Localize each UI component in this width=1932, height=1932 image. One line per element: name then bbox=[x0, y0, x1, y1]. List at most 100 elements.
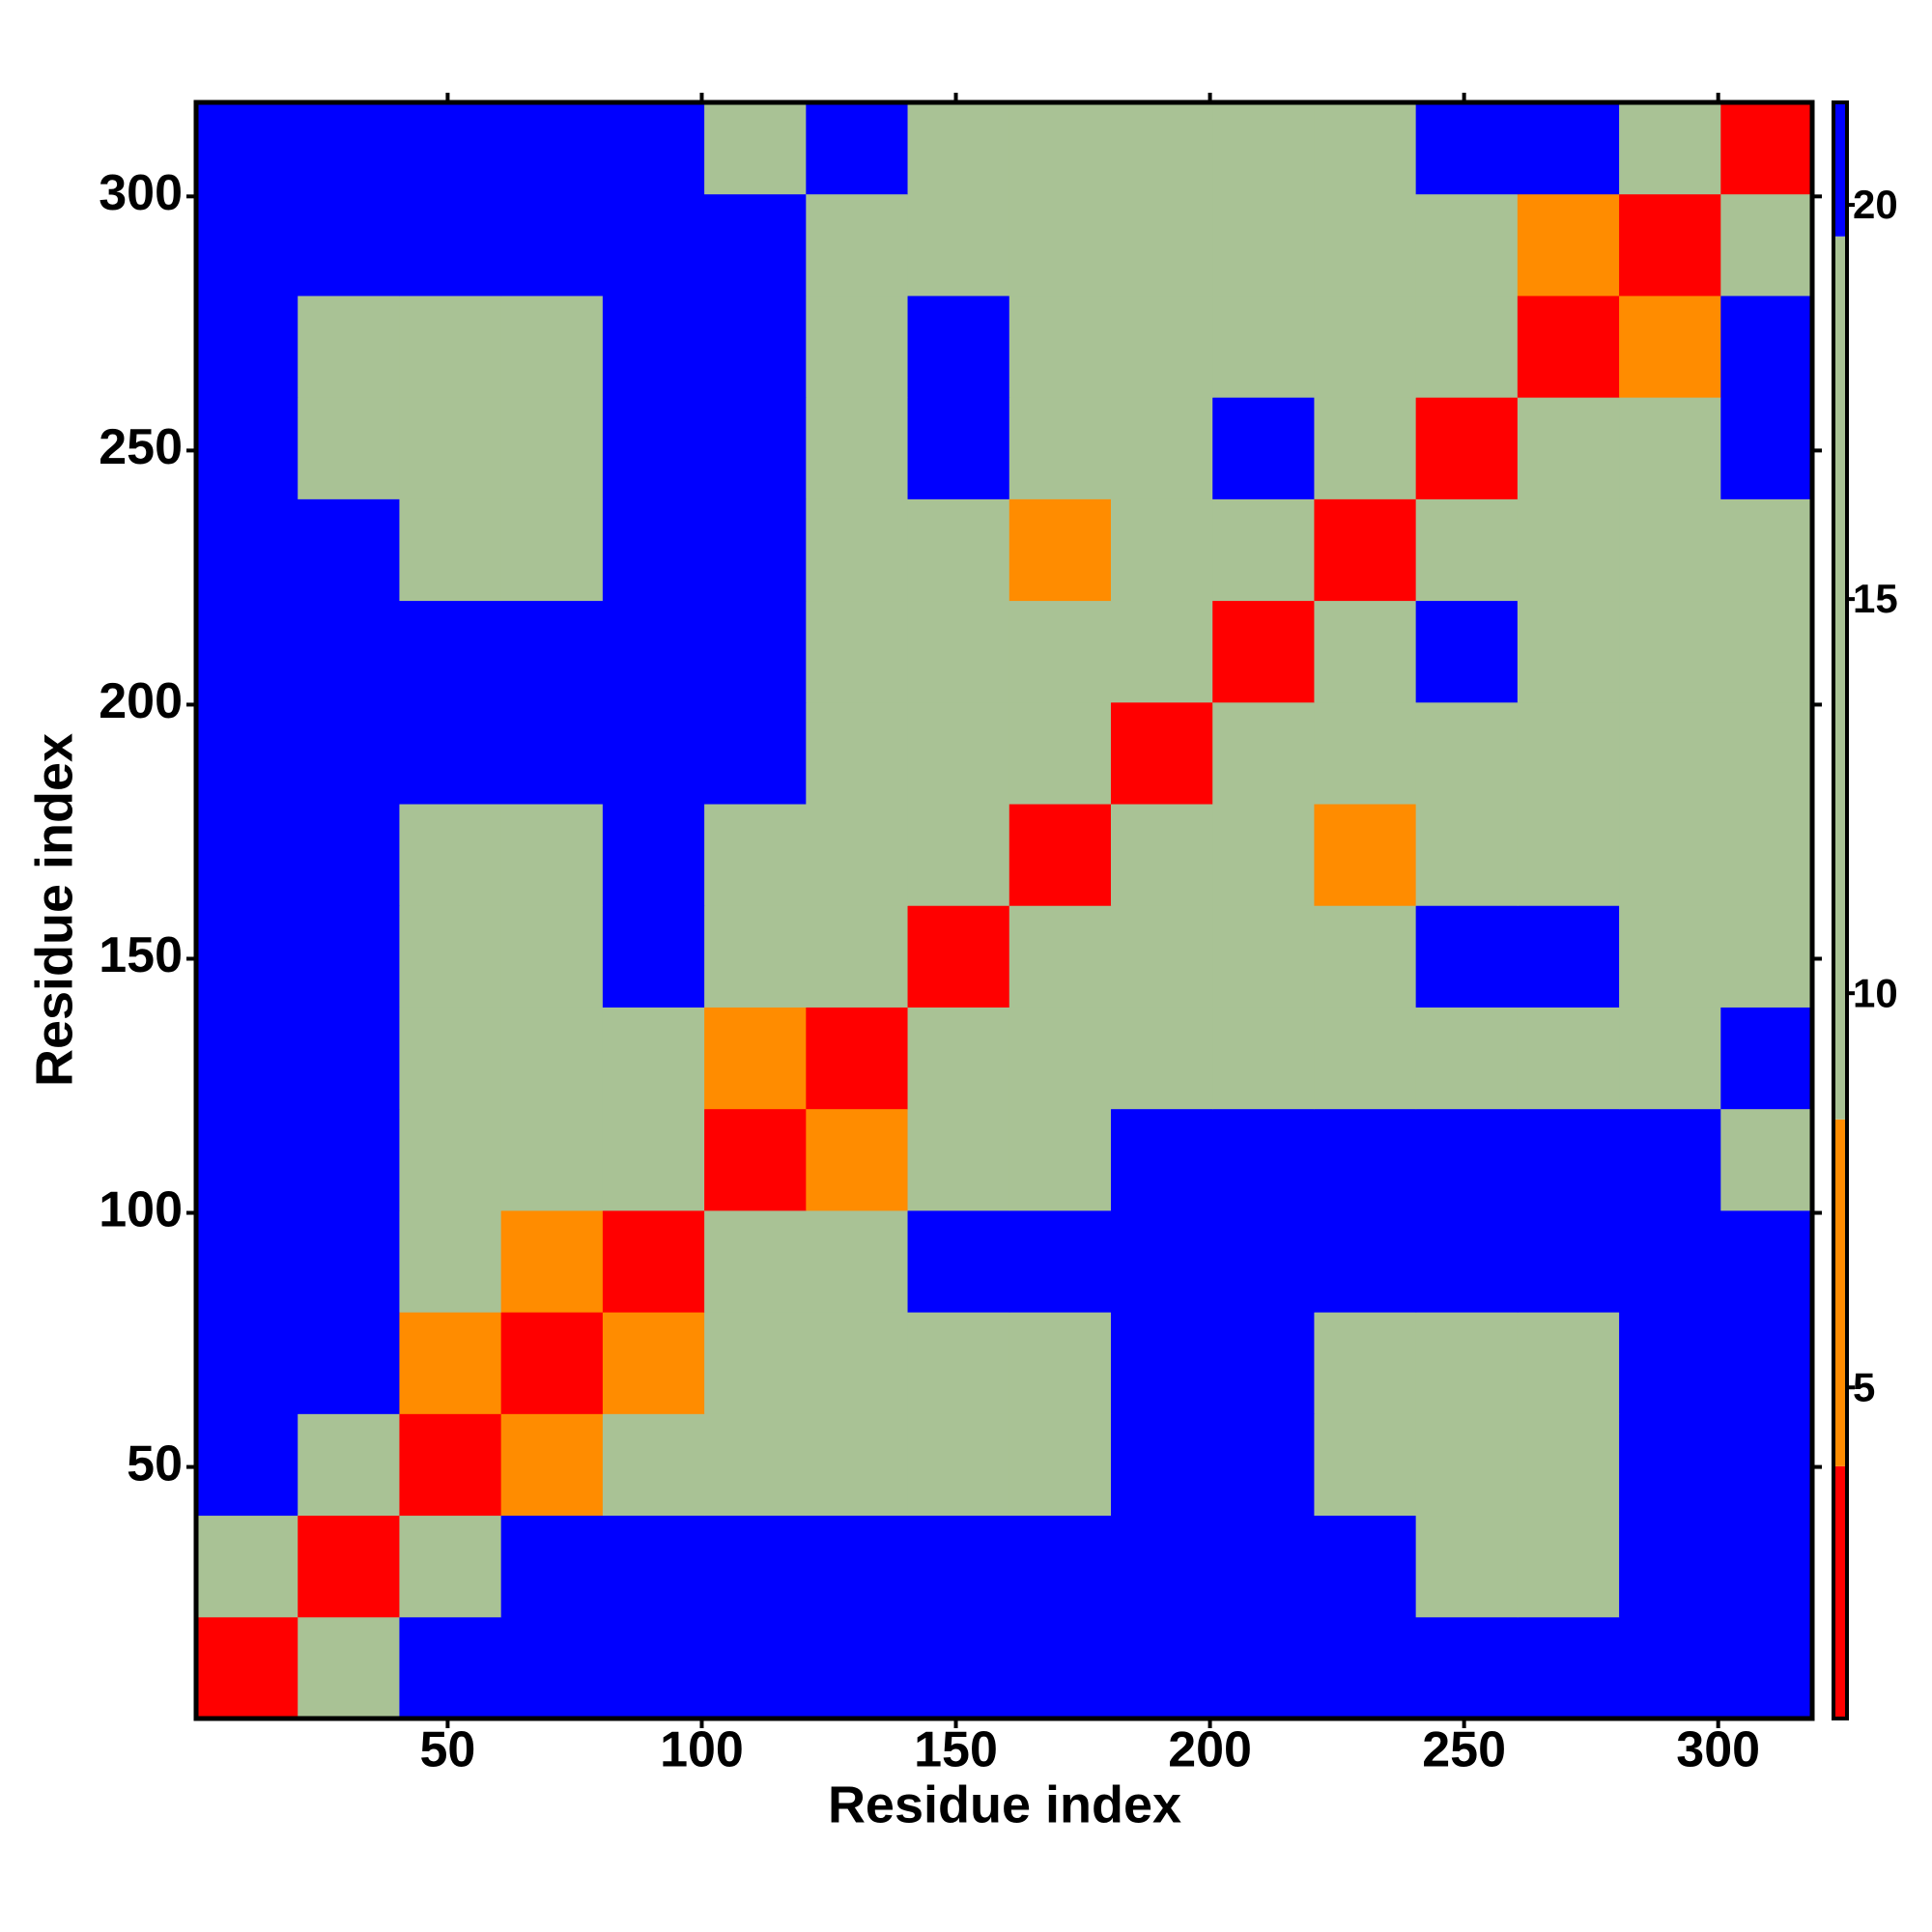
heatmap-cell bbox=[907, 600, 1010, 703]
heatmap-cell bbox=[1720, 1312, 1813, 1414]
heatmap-cell bbox=[298, 498, 400, 602]
heatmap-cell bbox=[1517, 397, 1620, 499]
heatmap-cell bbox=[1212, 498, 1315, 602]
heatmap-cell bbox=[704, 1108, 807, 1211]
heatmap-cell bbox=[196, 498, 298, 602]
heatmap-cell bbox=[602, 1108, 705, 1211]
heatmap-cell bbox=[907, 1209, 1010, 1313]
heatmap-cell bbox=[1415, 1209, 1519, 1313]
heatmap-cell bbox=[1009, 1413, 1112, 1517]
heatmap-cell bbox=[602, 1007, 705, 1110]
heatmap-cell bbox=[1009, 600, 1112, 703]
heatmap-cell bbox=[500, 1413, 604, 1517]
heatmap-cell bbox=[1517, 804, 1620, 906]
heatmap-cell bbox=[806, 498, 909, 602]
heatmap-cell bbox=[1720, 1413, 1813, 1517]
heatmap-cell bbox=[196, 1007, 298, 1110]
heatmap-cell bbox=[1619, 498, 1721, 602]
heatmap-cell bbox=[1110, 1515, 1213, 1618]
heatmap-cell bbox=[806, 1209, 909, 1313]
heatmap-cell bbox=[1314, 397, 1417, 499]
heatmap-cell bbox=[196, 1108, 298, 1211]
heatmap-cell bbox=[602, 193, 705, 297]
heatmap-cell bbox=[500, 102, 604, 195]
heatmap-cell bbox=[1314, 600, 1417, 703]
heatmap-cell bbox=[1415, 1108, 1519, 1211]
heatmap-cell bbox=[602, 1616, 705, 1719]
heatmap-cell bbox=[1314, 498, 1417, 602]
heatmap-cell bbox=[1720, 1616, 1813, 1719]
heatmap-cell bbox=[298, 905, 400, 1008]
heatmap-cell bbox=[500, 295, 604, 398]
heatmap-cell bbox=[704, 804, 807, 906]
heatmap-cell bbox=[500, 1312, 604, 1414]
heatmap-cell bbox=[196, 1616, 298, 1719]
heatmap-cell bbox=[907, 1312, 1010, 1414]
heatmap-cell bbox=[602, 600, 705, 703]
heatmap-cell bbox=[1517, 1209, 1620, 1313]
heatmap-cell bbox=[1110, 701, 1213, 805]
heatmap-cell bbox=[1212, 1515, 1315, 1618]
heatmap-cell bbox=[1009, 102, 1112, 195]
heatmap-cell bbox=[1619, 1312, 1721, 1414]
heatmap-cell bbox=[602, 397, 705, 499]
heatmap-cell bbox=[1212, 193, 1315, 297]
heatmap-cell bbox=[1720, 804, 1813, 906]
heatmap-cell bbox=[1212, 905, 1315, 1008]
heatmap-cell bbox=[602, 804, 705, 906]
plot-frame bbox=[193, 99, 1815, 1721]
heatmap-cell bbox=[1619, 193, 1721, 297]
heatmap-cell bbox=[1110, 102, 1213, 195]
heatmap-cell bbox=[196, 1413, 298, 1517]
heatmap-cell bbox=[1009, 804, 1112, 906]
heatmap-cell bbox=[1009, 1108, 1112, 1211]
heatmap-cell bbox=[1415, 804, 1519, 906]
heatmap-cell bbox=[1212, 102, 1315, 195]
heatmap-cell bbox=[704, 102, 807, 195]
heatmap-cell bbox=[806, 1616, 909, 1719]
heatmap-cell bbox=[500, 905, 604, 1008]
heatmap-cell bbox=[1619, 295, 1721, 398]
heatmap-cell bbox=[704, 1616, 807, 1719]
heatmap-cell bbox=[500, 1007, 604, 1110]
heatmap-cell bbox=[1415, 102, 1519, 195]
heatmap-cell bbox=[196, 1515, 298, 1618]
heatmap-cell bbox=[704, 295, 807, 398]
heatmap-cell bbox=[1009, 1312, 1112, 1414]
heatmap-cell bbox=[298, 102, 400, 195]
heatmap-cell bbox=[500, 600, 604, 703]
heatmap-cell bbox=[1415, 600, 1519, 703]
heatmap-cell bbox=[806, 1312, 909, 1414]
heatmap-cell bbox=[1314, 1312, 1417, 1414]
heatmap-cell bbox=[806, 905, 909, 1008]
colorbar-tick-label: 5 bbox=[1853, 1364, 1875, 1409]
heatmap-cell bbox=[399, 295, 502, 398]
heatmap-cell bbox=[1619, 1515, 1721, 1618]
heatmap-cell bbox=[1415, 701, 1519, 805]
heatmap-cell bbox=[1720, 701, 1813, 805]
heatmap-cell bbox=[1212, 1209, 1315, 1313]
heatmap-cell bbox=[196, 102, 298, 195]
heatmap-cell bbox=[1009, 295, 1112, 398]
x-tick-label: 300 bbox=[1676, 1722, 1760, 1778]
heatmap-cell bbox=[704, 1007, 807, 1110]
heatmap-cell bbox=[1517, 102, 1620, 195]
heatmap-cell bbox=[704, 193, 807, 297]
heatmap-cell bbox=[196, 1312, 298, 1414]
heatmap-cell bbox=[1415, 193, 1519, 297]
heatmap-cell bbox=[704, 1413, 807, 1517]
y-tick-label: 300 bbox=[99, 165, 183, 221]
heatmap-cell bbox=[1517, 295, 1620, 398]
heatmap-cell bbox=[806, 397, 909, 499]
heatmap-cell bbox=[1415, 1007, 1519, 1110]
x-tick-label: 50 bbox=[419, 1722, 475, 1778]
heatmap-cell bbox=[196, 804, 298, 906]
heatmap-cell bbox=[907, 193, 1010, 297]
heatmap-cell bbox=[704, 701, 807, 805]
heatmap-cell bbox=[907, 1007, 1010, 1110]
heatmap-cells bbox=[196, 102, 1813, 1719]
heatmap-cell bbox=[298, 1515, 400, 1618]
heatmap-cell bbox=[298, 600, 400, 703]
heatmap-cell bbox=[1110, 1108, 1213, 1211]
heatmap-cell bbox=[602, 295, 705, 398]
